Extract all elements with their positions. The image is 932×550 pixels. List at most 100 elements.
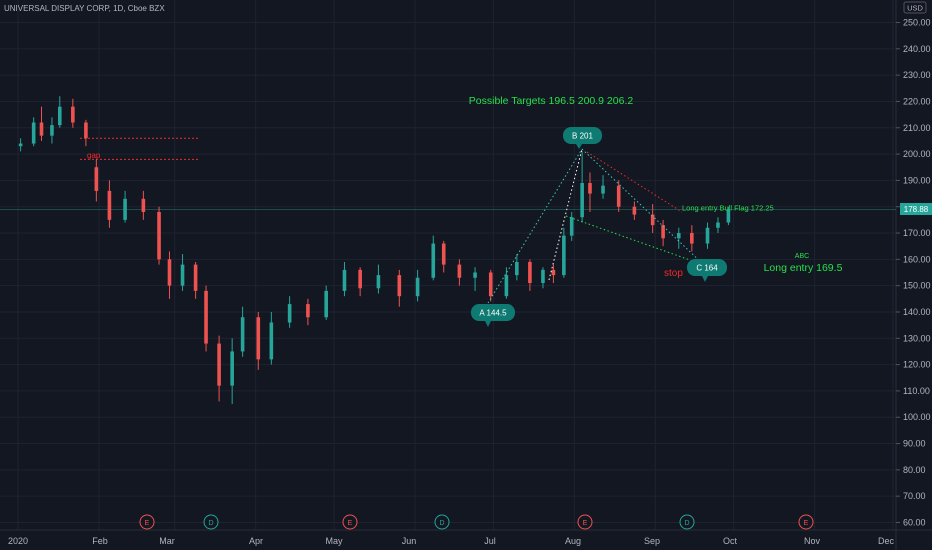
gap-label[interactable]: gap <box>87 151 101 160</box>
candle-body[interactable] <box>650 214 655 226</box>
event-letter: E <box>145 520 150 527</box>
earnings-event-marker[interactable]: E <box>577 514 593 530</box>
candle-body[interactable] <box>580 183 584 218</box>
candle-body[interactable] <box>324 290 328 318</box>
abc-label[interactable]: ABC <box>795 253 809 260</box>
candle-body[interactable] <box>601 185 605 194</box>
price-tick-label: 70.00 <box>903 491 926 501</box>
candle-body[interactable] <box>415 277 420 297</box>
time-axis[interactable]: 2020 Feb Mar Apr May Jun Jul Aug Sep Oct Nov Dec <box>8 536 895 546</box>
candle-body[interactable] <box>358 269 362 289</box>
earnings-event-marker[interactable]: E <box>342 514 358 530</box>
candle-body[interactable] <box>376 275 381 289</box>
candle-body[interactable] <box>269 322 274 360</box>
callout-b-text: B 201 <box>572 132 593 141</box>
candle-body[interactable] <box>217 343 221 386</box>
candle-body[interactable] <box>431 243 436 278</box>
pattern-line[interactable] <box>548 148 583 281</box>
candle-body[interactable] <box>562 235 566 276</box>
bull-flag-label[interactable]: Long entry Bull Flag 172.25 <box>682 204 774 213</box>
dividend-event-marker[interactable]: D <box>434 514 450 530</box>
candle-body[interactable] <box>18 143 23 147</box>
candle-body[interactable] <box>705 227 710 244</box>
time-tick-label: Aug <box>565 536 581 546</box>
price-tick-label: 240.00 <box>903 44 931 54</box>
candle-body[interactable] <box>528 261 532 284</box>
candle-body[interactable] <box>504 275 509 297</box>
callout-c-text: C 164 <box>696 264 718 273</box>
pattern-line[interactable] <box>581 148 706 267</box>
candle-body[interactable] <box>50 125 54 136</box>
candle-body[interactable] <box>256 317 261 360</box>
earnings-event-marker[interactable]: E <box>139 514 155 530</box>
price-tick-label: 150.00 <box>903 281 931 291</box>
candle-body[interactable] <box>716 222 720 228</box>
candle-body[interactable] <box>632 206 637 215</box>
stop-label[interactable]: stop <box>664 268 683 279</box>
event-letter: D <box>208 520 213 527</box>
candle-body[interactable] <box>193 264 198 291</box>
candle-body[interactable] <box>167 259 172 286</box>
last-price-marker[interactable]: 178.88 <box>900 203 932 215</box>
candle-body[interactable] <box>676 233 681 239</box>
price-axis[interactable]: 250.00 240.00 230.00 220.00 210.00 200.00 190.… <box>896 18 931 528</box>
dividend-event-marker[interactable]: D <box>203 514 219 530</box>
candle-body[interactable] <box>342 269 347 291</box>
callout-a[interactable]: A 144.5 <box>471 304 515 327</box>
candle-body[interactable] <box>588 183 592 194</box>
candle-body[interactable] <box>57 106 62 126</box>
earnings-event-marker[interactable]: E <box>798 514 814 530</box>
candle-body[interactable] <box>473 272 477 278</box>
callout-b[interactable]: B 201 <box>563 127 602 149</box>
candle-body[interactable] <box>541 269 545 284</box>
candle-body[interactable] <box>204 290 208 344</box>
candle-body[interactable] <box>690 233 694 244</box>
price-tick-label: 130.00 <box>903 333 931 343</box>
candle-body[interactable] <box>287 304 292 323</box>
candle-body[interactable] <box>661 225 665 239</box>
candle-body[interactable] <box>397 275 402 297</box>
candle-body[interactable] <box>180 264 185 286</box>
dividend-event-marker[interactable]: D <box>679 514 695 530</box>
price-tick-label: 250.00 <box>903 18 931 28</box>
candle-body[interactable] <box>306 304 310 318</box>
pattern-line[interactable] <box>586 151 683 213</box>
last-price-label: 178.88 <box>904 205 929 214</box>
candles <box>18 96 731 405</box>
candle-body[interactable] <box>141 198 146 212</box>
pattern-line[interactable] <box>565 215 691 261</box>
candle-body[interactable] <box>230 351 234 386</box>
price-tick-label: 60.00 <box>903 518 926 528</box>
price-tick-label: 230.00 <box>903 70 931 80</box>
candle-body[interactable] <box>569 217 574 236</box>
price-tick-label: 100.00 <box>903 412 931 422</box>
long-entry-label[interactable]: Long entry 169.5 <box>764 262 843 274</box>
callout-c[interactable]: C 164 <box>687 259 727 282</box>
price-tick-label: 170.00 <box>903 228 931 238</box>
candle-body[interactable] <box>616 185 621 207</box>
currency-badge[interactable]: USD <box>903 1 927 14</box>
candle-body[interactable] <box>84 122 88 139</box>
price-tick-label: 190.00 <box>903 175 931 185</box>
candle-body[interactable] <box>488 272 493 297</box>
price-levels <box>0 137 896 210</box>
candle-body[interactable] <box>107 190 112 220</box>
candle-body[interactable] <box>551 269 556 276</box>
candle-body[interactable] <box>441 243 446 265</box>
candle-body[interactable] <box>157 211 161 260</box>
pattern-line[interactable] <box>487 148 583 304</box>
candle-body[interactable] <box>457 264 462 278</box>
candle-body[interactable] <box>71 106 75 123</box>
time-tick-label: Sep <box>644 536 660 546</box>
candle-body[interactable] <box>31 122 36 144</box>
candle-body[interactable] <box>726 209 731 223</box>
candle-body[interactable] <box>39 122 44 136</box>
candle-body[interactable] <box>123 198 127 220</box>
candle-body[interactable] <box>94 167 99 191</box>
candle-body[interactable] <box>240 317 245 352</box>
candle-body[interactable] <box>515 261 519 276</box>
targets-annotation[interactable]: Possible Targets 196.5 200.9 206.2 <box>469 95 634 107</box>
event-letter: D <box>439 520 444 527</box>
